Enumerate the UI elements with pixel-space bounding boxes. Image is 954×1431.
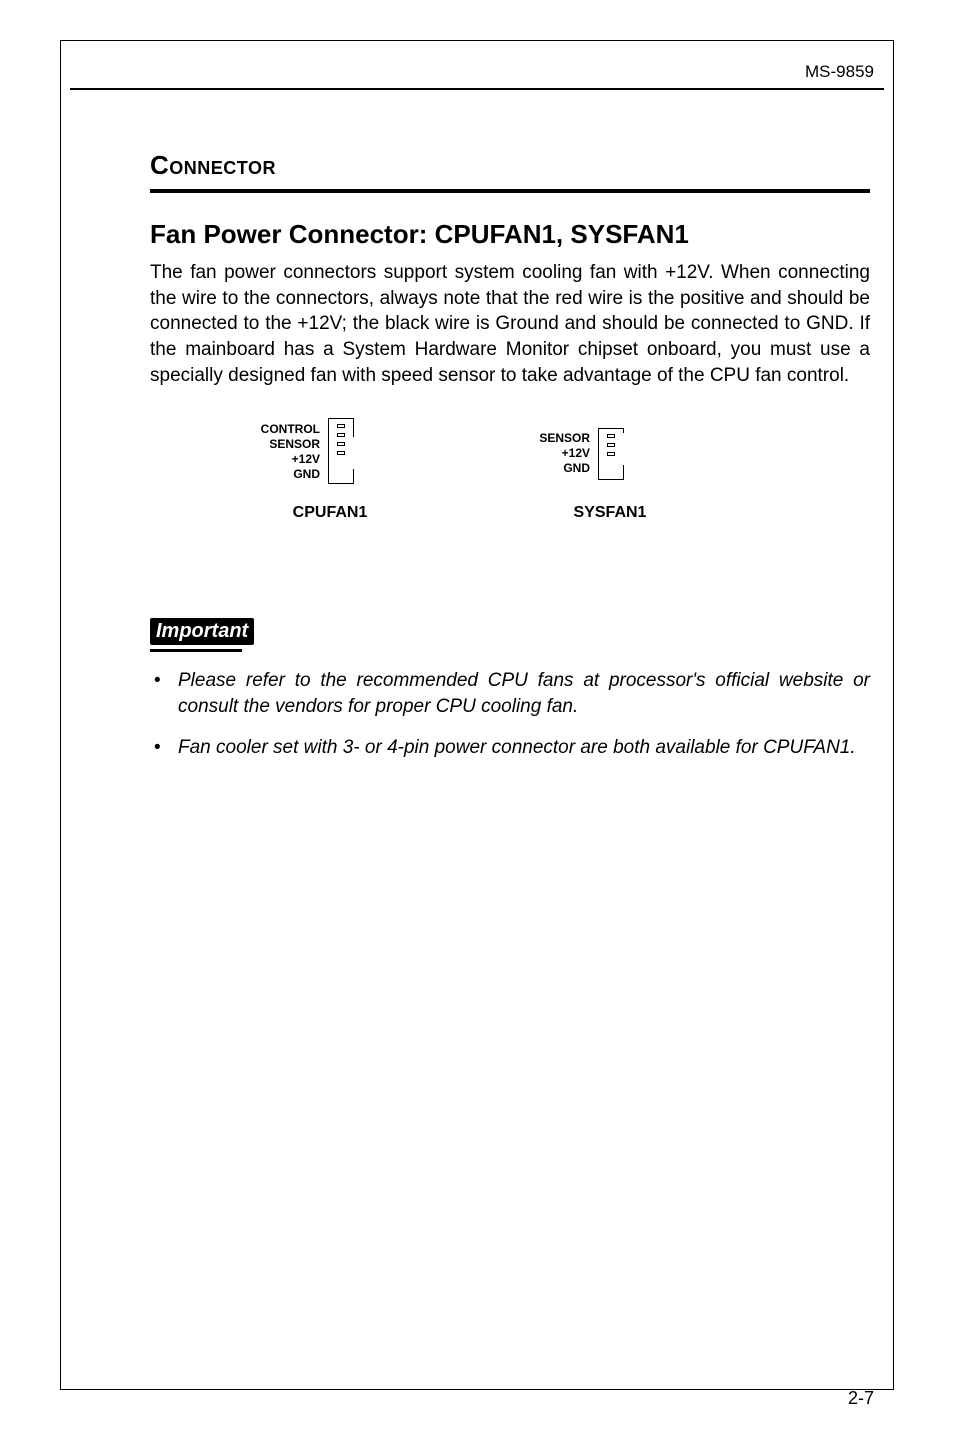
cpu-connector-icon: [328, 418, 354, 484]
connector-diagram: CONTROL SENSOR +12V GND CPUFAN1 SENSOR +…: [150, 418, 870, 578]
cpu-pin-12v-label: +12V: [250, 452, 320, 467]
header-model: MS-9859: [805, 62, 874, 82]
section-underline: [150, 189, 870, 193]
sys-connector-caption: SYSFAN1: [550, 504, 670, 522]
page-number: 2-7: [848, 1388, 874, 1409]
sys-connector-icon: [598, 428, 624, 480]
cpu-pin-gnd-label: GND: [250, 467, 320, 482]
content-area: Connector Fan Power Connector: CPUFAN1, …: [150, 150, 870, 777]
important-heading: Important: [150, 618, 254, 645]
sys-pin-sensor-label: SENSOR: [520, 431, 590, 446]
cpu-pin-sensor-label: SENSOR: [250, 437, 320, 452]
sys-pin-12v-label: +12V: [520, 446, 590, 461]
sys-pin-gnd-label: GND: [520, 461, 590, 476]
important-list: Please refer to the recommended CPU fans…: [150, 668, 870, 761]
important-item: Fan cooler set with 3- or 4-pin power co…: [150, 735, 870, 761]
cpu-connector-caption: CPUFAN1: [270, 504, 390, 522]
cpu-pin-control-label: CONTROL: [250, 422, 320, 437]
important-item: Please refer to the recommended CPU fans…: [150, 668, 870, 719]
body-text: The fan power connectors support system …: [150, 260, 870, 388]
header-rule: [70, 88, 884, 90]
section-title: Connector: [150, 150, 870, 181]
important-underline: [150, 649, 242, 652]
subsection-title: Fan Power Connector: CPUFAN1, SYSFAN1: [150, 219, 870, 250]
